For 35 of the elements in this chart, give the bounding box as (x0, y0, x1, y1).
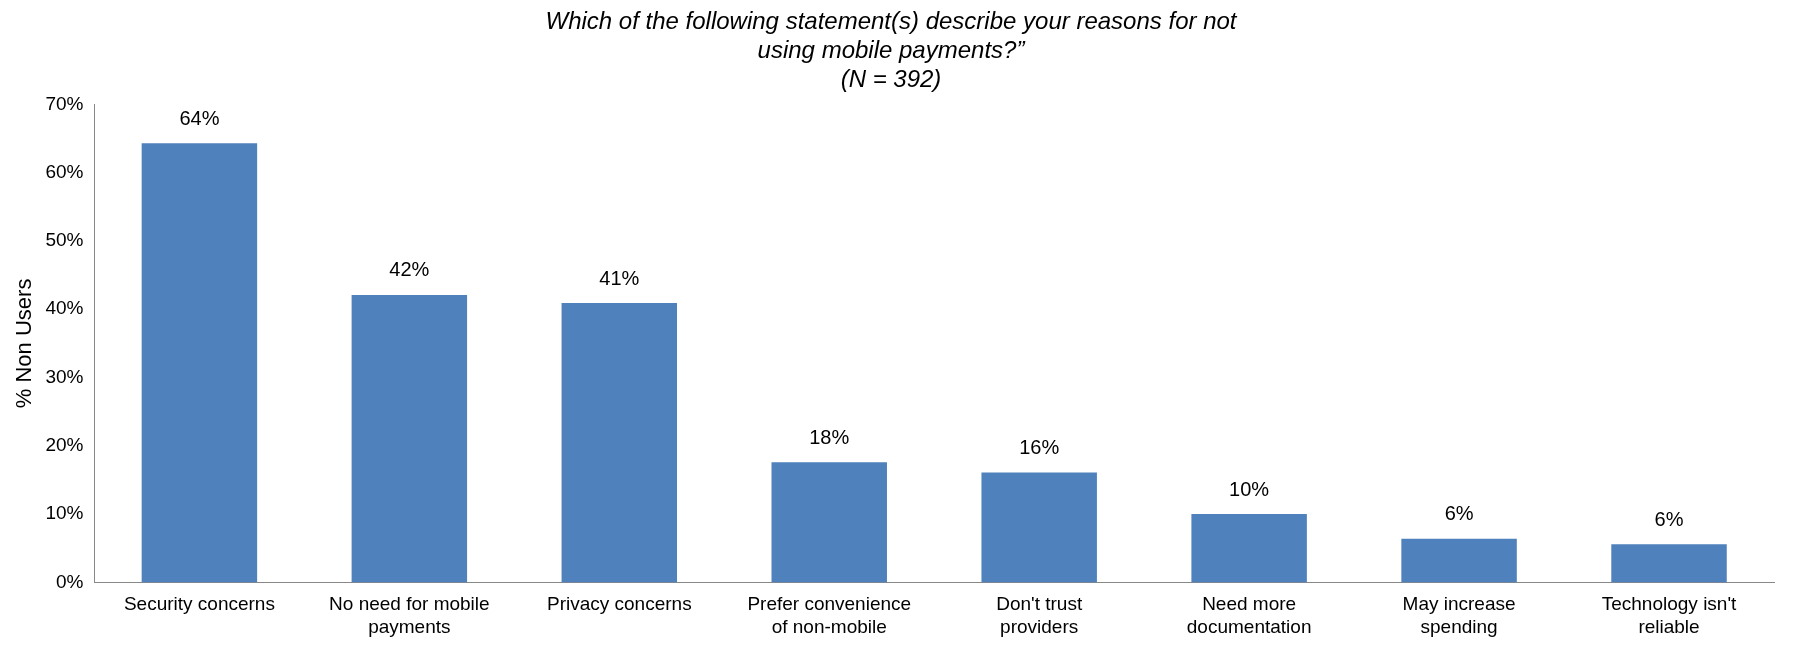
bar (561, 303, 678, 583)
data-label: 41% (599, 266, 640, 289)
x-tick-label: Privacy concerns (546, 593, 692, 615)
x-tick-label: Technology isn't reliable (1601, 593, 1738, 637)
bar (981, 472, 1097, 583)
bar (351, 294, 468, 583)
y-tick-label: 50% (45, 229, 84, 251)
chart-subtitle: (N = 392) (840, 64, 942, 92)
x-tick-label: No need for mobile payments (329, 593, 490, 637)
y-tick-label: 60% (45, 160, 84, 182)
data-label: 16% (1019, 435, 1060, 458)
data-label: 6% (1654, 507, 1684, 530)
data-label: 64% (179, 106, 220, 129)
x-tick-label: Security concerns (123, 593, 275, 615)
bar (1611, 544, 1727, 583)
y-tick-label: 20% (45, 434, 84, 456)
y-tick-label: 0% (55, 570, 84, 592)
x-tick-label: Need more documentation (1186, 593, 1312, 637)
data-label: 42% (389, 258, 430, 281)
data-label: 6% (1444, 502, 1474, 525)
chart-title: Which of the following statement(s) describe your reasons for not using mobile payments?” (545, 7, 1238, 63)
x-tick-label: May increase spending (1402, 593, 1516, 637)
y-axis-title: % Non Users (11, 278, 37, 409)
bar (771, 462, 887, 583)
y-tick-label: 70% (45, 92, 84, 114)
data-label: 10% (1229, 477, 1270, 500)
y-tick-label: 30% (45, 365, 84, 387)
y-tick-label: 10% (45, 502, 84, 524)
bar (1191, 514, 1307, 583)
x-tick-label: Don't trust providers (996, 593, 1083, 637)
x-tick-label: Prefer convenience of non-mobile (747, 593, 912, 637)
data-label: 18% (809, 425, 850, 448)
bar (1401, 538, 1517, 583)
y-tick-label: 40% (45, 297, 84, 319)
bar (141, 143, 258, 583)
